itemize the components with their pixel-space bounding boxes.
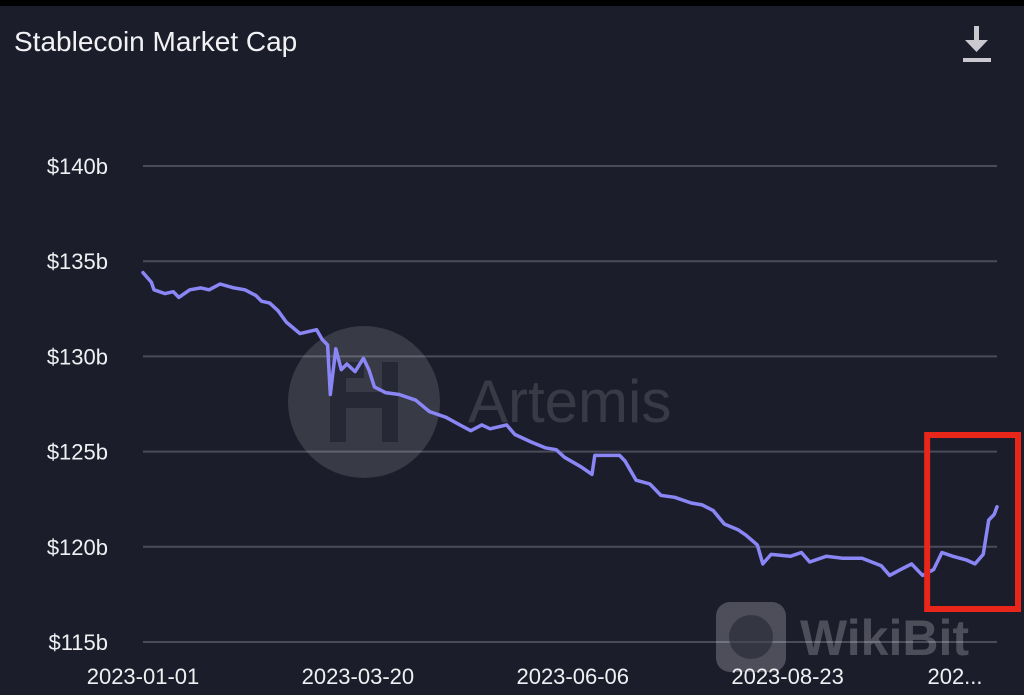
x-tick-label: 2023-08-23 (731, 664, 844, 689)
artemis-watermark-text: Artemis (468, 368, 671, 435)
x-tick-label: 2023-06-06 (516, 664, 629, 689)
chart-title: Stablecoin Market Cap (14, 26, 298, 57)
y-tick-label: $140b (47, 154, 108, 179)
wikibit-watermark-text: WikiBit (800, 610, 969, 666)
y-tick-label: $115b (48, 630, 108, 655)
top-bar (0, 0, 1024, 6)
x-tick-label: 2023-03-20 (302, 664, 415, 689)
x-tick-label: 202... (927, 664, 982, 689)
highlight-box (924, 432, 1021, 612)
download-icon (963, 26, 991, 62)
y-tick-label: $125b (47, 440, 108, 465)
y-tick-label: $120b (47, 535, 108, 560)
x-tick-label: 2023-01-01 (87, 664, 200, 689)
artemis-watermark: Artemis (288, 326, 671, 478)
y-tick-label: $135b (47, 249, 108, 274)
y-tick-label: $130b (47, 344, 108, 369)
wikibit-watermark: WikiBit (716, 602, 969, 672)
download-button[interactable] (960, 24, 994, 66)
